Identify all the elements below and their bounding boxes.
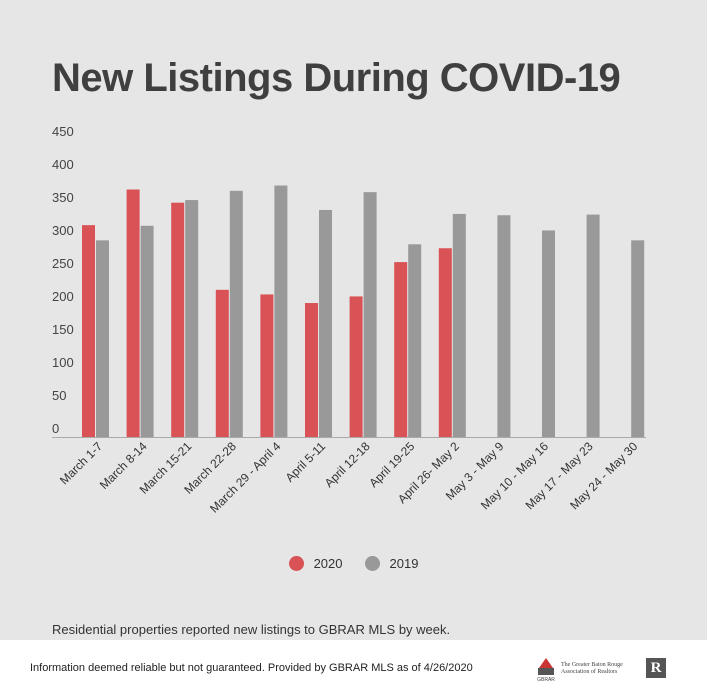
y-tick-label: 50 — [52, 388, 66, 403]
bar-2020 — [126, 189, 140, 437]
bar-2019 — [96, 240, 109, 437]
bar-2020 — [349, 296, 363, 437]
legend-swatch — [288, 556, 304, 571]
bar-2019 — [319, 209, 332, 437]
bar-2020 — [394, 262, 408, 437]
bar-2020 — [171, 202, 185, 437]
bar-2020 — [215, 289, 229, 437]
y-tick-label: 250 — [52, 256, 74, 271]
legend-item-2020: 2020 — [288, 556, 343, 571]
y-tick-label: 150 — [52, 322, 74, 337]
bar-2019 — [586, 214, 600, 437]
bar-2020 — [82, 225, 95, 437]
bar-2019 — [229, 190, 243, 437]
bar-2019 — [408, 244, 422, 437]
y-tick-label: 200 — [52, 289, 74, 304]
legend-swatch — [364, 556, 380, 571]
logo-text: The Greater Baton Rouge Association of R… — [561, 662, 623, 675]
legend: 2020 2019 — [0, 556, 707, 571]
bar-2019 — [274, 185, 288, 437]
chart-title: New Listings During COVID-19 — [52, 56, 621, 100]
bar-2020 — [438, 248, 452, 437]
legend-label: 2020 — [313, 556, 343, 571]
legend-item-2019: 2019 — [364, 556, 419, 571]
bar-2019 — [497, 215, 511, 437]
y-tick-label: 350 — [52, 190, 74, 205]
bar-2019 — [631, 240, 645, 437]
gbrar-logo: GBRAR The Greater Baton Rouge Associatio… — [535, 656, 637, 682]
x-tick-label: April 12-18 — [322, 439, 373, 490]
caption: Residential properties reported new list… — [52, 622, 451, 637]
bar-2019 — [185, 200, 199, 437]
y-tick-label: 0 — [52, 421, 59, 436]
bar-2019 — [542, 230, 555, 437]
x-tick-label: April 5-11 — [283, 439, 329, 485]
y-tick-label: 100 — [52, 355, 74, 370]
y-tick-label: 450 — [52, 124, 74, 139]
bar-2019 — [363, 192, 377, 437]
legend-label: 2019 — [389, 556, 419, 571]
bar-2019 — [452, 213, 466, 437]
bar-2020 — [260, 294, 274, 437]
y-tick-label: 300 — [52, 223, 74, 238]
bar-2019 — [140, 225, 154, 437]
realtor-icon: R — [646, 658, 666, 678]
footer-disclaimer: Information deemed reliable but not guar… — [30, 662, 473, 674]
gbrar-logo-icon: GBRAR — [537, 658, 555, 682]
svg-text:GBRAR: GBRAR — [537, 677, 555, 682]
bar-2020 — [305, 303, 318, 437]
y-tick-label: 400 — [52, 157, 74, 172]
